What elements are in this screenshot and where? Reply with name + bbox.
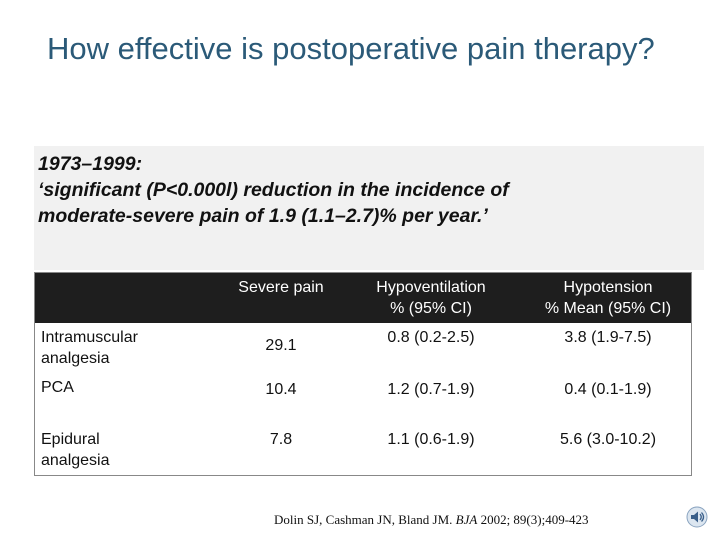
row-label-line1: PCA: [41, 379, 74, 396]
header-hypotension-line1: Hypotension: [563, 279, 653, 296]
citation-authors: Dolin SJ, Cashman JN, Bland JM.: [274, 512, 453, 527]
row-label-line2: analgesia: [41, 452, 110, 469]
quote-line-3: moderate-severe pain of 1.9 (1.1–2.7)% p…: [38, 205, 488, 227]
header-hypotension-line2: % Mean (95% CI): [544, 300, 672, 317]
row-label-line1: Intramuscular: [41, 329, 138, 346]
citation-journal: BJA: [455, 512, 478, 527]
table-cell: 5.6 (3.0-10.2): [559, 431, 657, 448]
slide-title: How effective is postoperative pain ther…: [47, 31, 655, 66]
table-header: Severe pain Hypoventilation % (95% CI) H…: [35, 273, 691, 323]
row-label-line2: analgesia: [41, 350, 110, 367]
header-hypotension: Hypotension % Mean (95% CI): [525, 277, 691, 319]
table-row-label: Intramuscular analgesia: [41, 327, 211, 369]
table-row-label: Epidural analgesia: [41, 429, 211, 471]
table-cell: 0.4 (0.1-1.9): [564, 381, 652, 398]
table-cell: 0.8 (0.2-2.5): [387, 329, 475, 346]
table-cell: 1.1 (0.6-1.9): [387, 431, 475, 448]
table-cell: 7.8: [269, 431, 293, 448]
header-hypoventilation-line1: Hypoventilation: [376, 279, 486, 296]
header-severe-pain: Severe pain: [238, 279, 324, 296]
citation-details: 2002; 89(3);409-423: [480, 512, 589, 527]
table-cell: 10.4: [265, 381, 297, 398]
citation: Dolin SJ, Cashman JN, Bland JM. BJA 2002…: [274, 512, 694, 528]
table-row-label: PCA: [41, 377, 211, 398]
results-table: Severe pain Hypoventilation % (95% CI) H…: [34, 272, 692, 476]
table-cell: 3.8 (1.9-7.5): [564, 329, 652, 346]
table-cell: 29.1: [265, 337, 297, 354]
header-hypoventilation-line2: % (95% CI): [390, 300, 472, 317]
header-hypoventilation: Hypoventilation % (95% CI): [351, 277, 511, 319]
quote-line-1: 1973–1999:: [38, 153, 143, 175]
quote-box: [34, 146, 704, 270]
speaker-icon[interactable]: [686, 506, 708, 528]
row-label-line1: Epidural: [41, 431, 100, 448]
table-cell: 1.2 (0.7-1.9): [387, 381, 475, 398]
quote-line-2: ‘significant (P<0.000l) reduction in the…: [38, 179, 509, 201]
quote-text: 1973–1999: ‘significant (P<0.000l) reduc…: [38, 151, 698, 229]
